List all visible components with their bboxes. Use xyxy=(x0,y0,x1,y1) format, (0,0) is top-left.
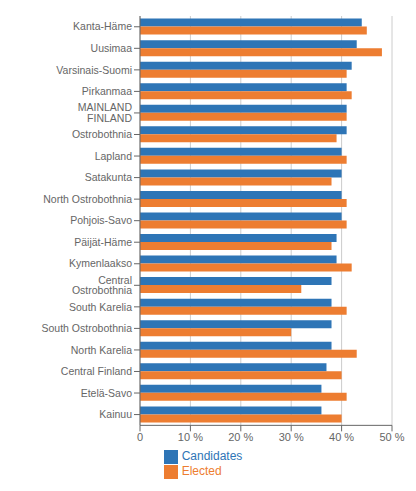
svg-text:0: 0 xyxy=(137,431,143,443)
svg-text:Pohjois-Savo: Pohjois-Savo xyxy=(70,214,132,226)
svg-text:Pirkanmaa: Pirkanmaa xyxy=(82,85,132,97)
svg-text:20 %: 20 % xyxy=(228,431,253,443)
svg-text:10 %: 10 % xyxy=(178,431,203,443)
svg-text:MAINLANDFINLAND: MAINLANDFINLAND xyxy=(78,101,133,124)
svg-text:North Ostrobothnia: North Ostrobothnia xyxy=(43,193,132,205)
svg-text:Päijät-Häme: Päijät-Häme xyxy=(74,236,132,248)
svg-text:Lapland: Lapland xyxy=(95,150,133,162)
svg-text:Varsinais-Suomi: Varsinais-Suomi xyxy=(56,64,132,76)
html-text:Elected: Elected xyxy=(181,464,222,479)
svg-text:50 %: 50 % xyxy=(379,431,404,443)
html-text:Candidates: Candidates xyxy=(181,449,243,464)
svg-text:Etelä-Savo: Etelä-Savo xyxy=(81,387,133,399)
svg-text:Kymenlaakso: Kymenlaakso xyxy=(69,257,132,269)
svg-text:South Karelia: South Karelia xyxy=(69,301,132,313)
svg-text:North Karelia: North Karelia xyxy=(71,344,132,356)
svg-text:Kainuu: Kainuu xyxy=(99,408,132,420)
svg-text:Kanta-Häme: Kanta-Häme xyxy=(73,20,132,32)
svg-text:30 %: 30 % xyxy=(279,431,304,443)
svg-text:Uusimaa: Uusimaa xyxy=(91,42,133,54)
svg-text:Ostrobothnia: Ostrobothnia xyxy=(72,128,132,140)
svg-text:Central Finland: Central Finland xyxy=(61,365,132,377)
svg-text:CentralOstrobothnia: CentralOstrobothnia xyxy=(72,274,132,297)
svg-text:South Ostrobothnia: South Ostrobothnia xyxy=(42,322,133,334)
svg-text:Satakunta: Satakunta xyxy=(85,171,132,183)
svg-text:40 %: 40 % xyxy=(329,431,354,443)
